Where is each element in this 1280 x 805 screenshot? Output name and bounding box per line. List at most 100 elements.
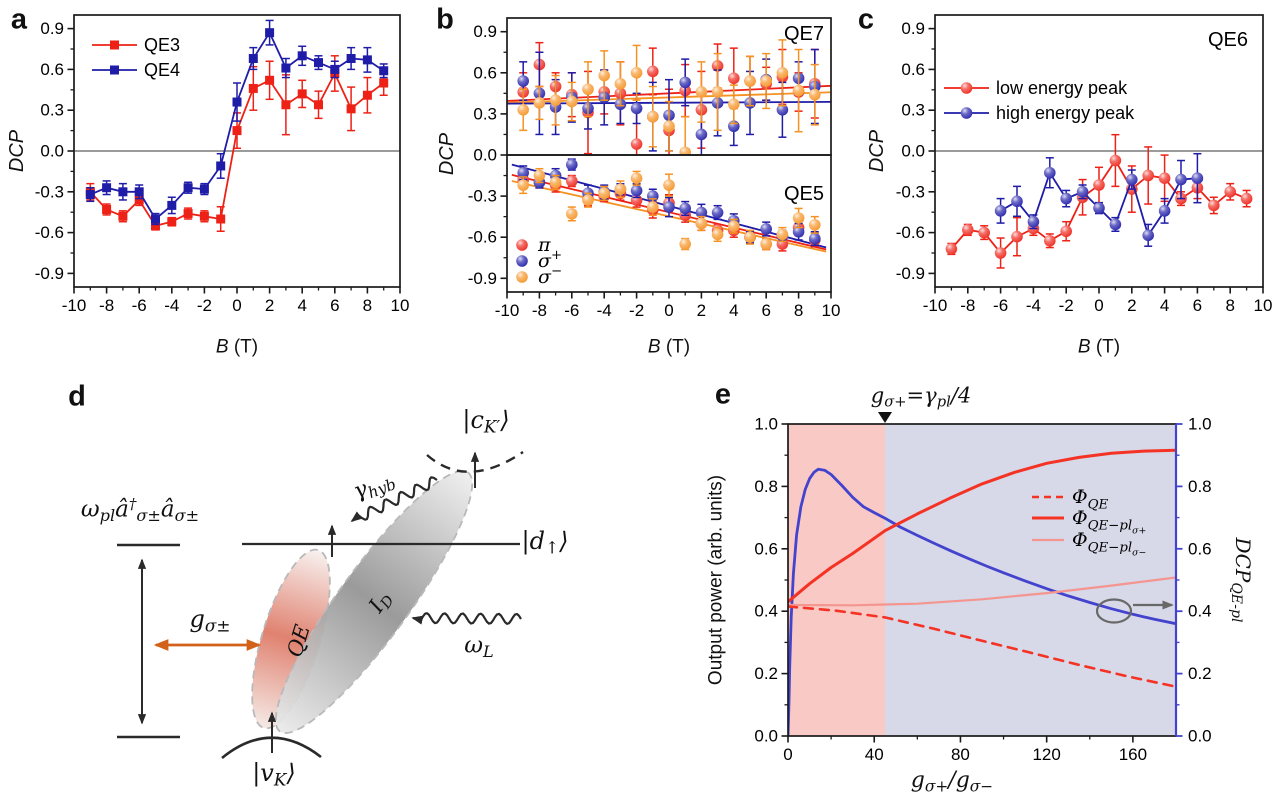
svg-text:0.6: 0.6 bbox=[1188, 539, 1212, 558]
svg-text:10: 10 bbox=[822, 301, 841, 320]
svg-text:-6: -6 bbox=[564, 301, 579, 320]
axis-label-dcp-qe-pl: DCPQE-pl bbox=[1228, 537, 1255, 623]
panel-e-plot: 0 40 80 120 160 1.0 0.8 0.6 0.4 0.2 0.0 1.0 0.8 0.6 0.… bbox=[754, 412, 1212, 764]
svg-text:-4: -4 bbox=[164, 296, 179, 315]
svg-text:QE4: QE4 bbox=[144, 60, 180, 80]
svg-text:6: 6 bbox=[1193, 296, 1202, 315]
svg-text:-10: -10 bbox=[62, 296, 87, 315]
svg-text:high energy peak: high energy peak bbox=[996, 103, 1135, 123]
axis-label-dcp-b: DCP bbox=[436, 132, 458, 176]
label-omega-laser: ωL bbox=[464, 632, 494, 661]
label-omega-pl-operator: ωplâ†σ±âσ± bbox=[80, 494, 200, 525]
svg-text:-0.6: -0.6 bbox=[35, 223, 64, 242]
svg-text:-0.9: -0.9 bbox=[896, 264, 925, 283]
svg-text:8: 8 bbox=[794, 301, 803, 320]
svg-text:-2: -2 bbox=[1059, 296, 1074, 315]
label-g-sigma: gσ± bbox=[189, 605, 231, 636]
svg-text:0.3: 0.3 bbox=[473, 104, 497, 123]
svg-text:0.9: 0.9 bbox=[901, 19, 925, 38]
svg-text:ΦQE−plσ−: ΦQE−plσ− bbox=[1072, 529, 1146, 559]
panel-b_bottom-plot: -10 -8 -6 -4 -2 0 2 4 6 8 10 0.0 -0.3 -0.6 -0.9 QE5 πσ+σ… bbox=[468, 146, 841, 321]
svg-text:-2: -2 bbox=[197, 296, 212, 315]
svg-text:0.2: 0.2 bbox=[754, 664, 778, 683]
svg-text:4: 4 bbox=[729, 301, 738, 320]
svg-text:40: 40 bbox=[865, 745, 884, 764]
svg-text:low energy peak: low energy peak bbox=[996, 78, 1128, 98]
svg-text:-8: -8 bbox=[960, 296, 975, 315]
svg-text:-6: -6 bbox=[132, 296, 147, 315]
svg-text:4: 4 bbox=[297, 296, 306, 315]
svg-text:80: 80 bbox=[951, 745, 970, 764]
svg-text:-0.3: -0.3 bbox=[468, 187, 497, 206]
panel-d-diagram bbox=[117, 451, 524, 760]
svg-text:-0.9: -0.9 bbox=[35, 264, 64, 283]
svg-text:-0.6: -0.6 bbox=[896, 223, 925, 242]
svg-text:-10: -10 bbox=[923, 296, 948, 315]
svg-text:0.6: 0.6 bbox=[901, 60, 925, 79]
svg-text:2: 2 bbox=[1127, 296, 1136, 315]
svg-text:10: 10 bbox=[391, 296, 410, 315]
panel-letter-a: a bbox=[10, 3, 28, 36]
svg-text:-10: -10 bbox=[495, 301, 520, 320]
svg-text:-0.6: -0.6 bbox=[468, 228, 497, 247]
axis-label-g-ratio: gσ+/gσ− bbox=[910, 768, 994, 796]
svg-text:160: 160 bbox=[1119, 745, 1147, 764]
svg-text:4: 4 bbox=[1160, 296, 1169, 315]
svg-text:120: 120 bbox=[1032, 745, 1060, 764]
svg-text:-8: -8 bbox=[99, 296, 114, 315]
svg-text:0: 0 bbox=[1094, 296, 1103, 315]
axis-label-dcp-c: DCP bbox=[866, 129, 888, 173]
axis-label-output-power: Output power (arb. units) bbox=[705, 474, 727, 686]
svg-text:ΦQE: ΦQE bbox=[1072, 486, 1108, 513]
panel-a-plot: -10 -8 -6 -4 -2 0 2 4 6 8 10 0.9 0.6 0.3 0.0 -0.3 -0.6 -0… bbox=[35, 14, 410, 315]
svg-text:0.0: 0.0 bbox=[40, 142, 64, 161]
svg-text:-0.9: -0.9 bbox=[468, 269, 497, 288]
axis-label-b-c: B (T) bbox=[1077, 336, 1121, 358]
svg-text:ΦQE−plσ+: ΦQE−plσ+ bbox=[1072, 507, 1146, 537]
axis-label-b-b: B (T) bbox=[647, 336, 691, 358]
svg-text:0: 0 bbox=[783, 745, 792, 764]
svg-text:0.6: 0.6 bbox=[473, 63, 497, 82]
svg-text:0.2: 0.2 bbox=[1188, 664, 1212, 683]
axis-label-dcp-a: DCP bbox=[6, 129, 28, 173]
svg-text:6: 6 bbox=[761, 301, 770, 320]
label-ket-d-up: |d↑⟩ bbox=[521, 527, 569, 558]
svg-text:-6: -6 bbox=[993, 296, 1008, 315]
annotation-g-gamma: gσ+=γpl/4 bbox=[870, 383, 972, 411]
svg-text:8: 8 bbox=[1225, 296, 1234, 315]
svg-text:1.0: 1.0 bbox=[754, 415, 778, 434]
svg-text:0: 0 bbox=[232, 296, 241, 315]
svg-text:-2: -2 bbox=[629, 301, 644, 320]
label-ket-cK: |cK′⟩ bbox=[462, 406, 510, 437]
axis-label-b-a: B (T) bbox=[215, 336, 259, 358]
svg-text:2: 2 bbox=[265, 296, 274, 315]
svg-text:0.3: 0.3 bbox=[40, 101, 64, 120]
svg-text:6: 6 bbox=[330, 296, 339, 315]
tag-QE5: QE5 bbox=[784, 183, 824, 205]
svg-text:0.9: 0.9 bbox=[473, 22, 497, 41]
svg-text:0.0: 0.0 bbox=[754, 727, 778, 746]
svg-text:0.8: 0.8 bbox=[1188, 477, 1212, 496]
svg-text:0.6: 0.6 bbox=[754, 539, 778, 558]
svg-text:-0.3: -0.3 bbox=[35, 182, 64, 201]
panel-letter-e: e bbox=[714, 378, 732, 411]
tag-QE7: QE7 bbox=[784, 23, 824, 45]
panel-letter-d: d bbox=[68, 380, 86, 413]
svg-text:-4: -4 bbox=[1026, 296, 1041, 315]
label-ket-vK: |vK⟩ bbox=[252, 759, 296, 790]
tag-QE6: QE6 bbox=[1208, 29, 1248, 51]
svg-text:σ+: σ+ bbox=[538, 248, 562, 272]
svg-text:σ−: σ− bbox=[538, 264, 562, 288]
svg-text:2: 2 bbox=[697, 301, 706, 320]
svg-text:0.4: 0.4 bbox=[754, 602, 778, 621]
svg-text:0.3: 0.3 bbox=[901, 101, 925, 120]
svg-text:8: 8 bbox=[363, 296, 372, 315]
svg-text:0.9: 0.9 bbox=[40, 19, 64, 38]
svg-text:0.4: 0.4 bbox=[1188, 602, 1212, 621]
svg-text:-0.3: -0.3 bbox=[896, 182, 925, 201]
svg-text:0.8: 0.8 bbox=[754, 477, 778, 496]
svg-text:0.0: 0.0 bbox=[1188, 727, 1212, 746]
svg-text:-8: -8 bbox=[532, 301, 547, 320]
